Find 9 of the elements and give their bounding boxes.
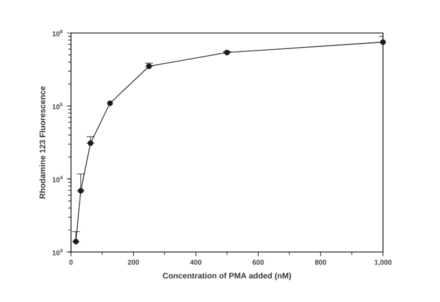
point	[224, 50, 230, 56]
point	[88, 140, 94, 146]
point	[380, 39, 386, 45]
x-axis-title: Concentration of PMA added (nM)	[162, 272, 292, 280]
y-axis-title: Rhodamine 123 Fluorescence	[39, 86, 46, 198]
point	[146, 63, 152, 70]
point	[78, 188, 84, 194]
point	[73, 238, 79, 244]
point	[107, 100, 113, 106]
